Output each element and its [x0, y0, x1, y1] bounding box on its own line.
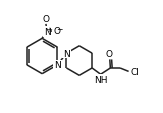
Text: O: O — [53, 27, 60, 36]
Text: O: O — [105, 50, 112, 59]
Text: N: N — [54, 61, 61, 70]
Text: N: N — [63, 49, 70, 58]
Text: +: + — [47, 27, 52, 33]
Text: Cl: Cl — [130, 67, 139, 76]
Text: NH: NH — [94, 75, 107, 84]
Text: −: − — [56, 25, 63, 34]
Text: O: O — [42, 15, 49, 24]
Text: N: N — [44, 28, 51, 36]
